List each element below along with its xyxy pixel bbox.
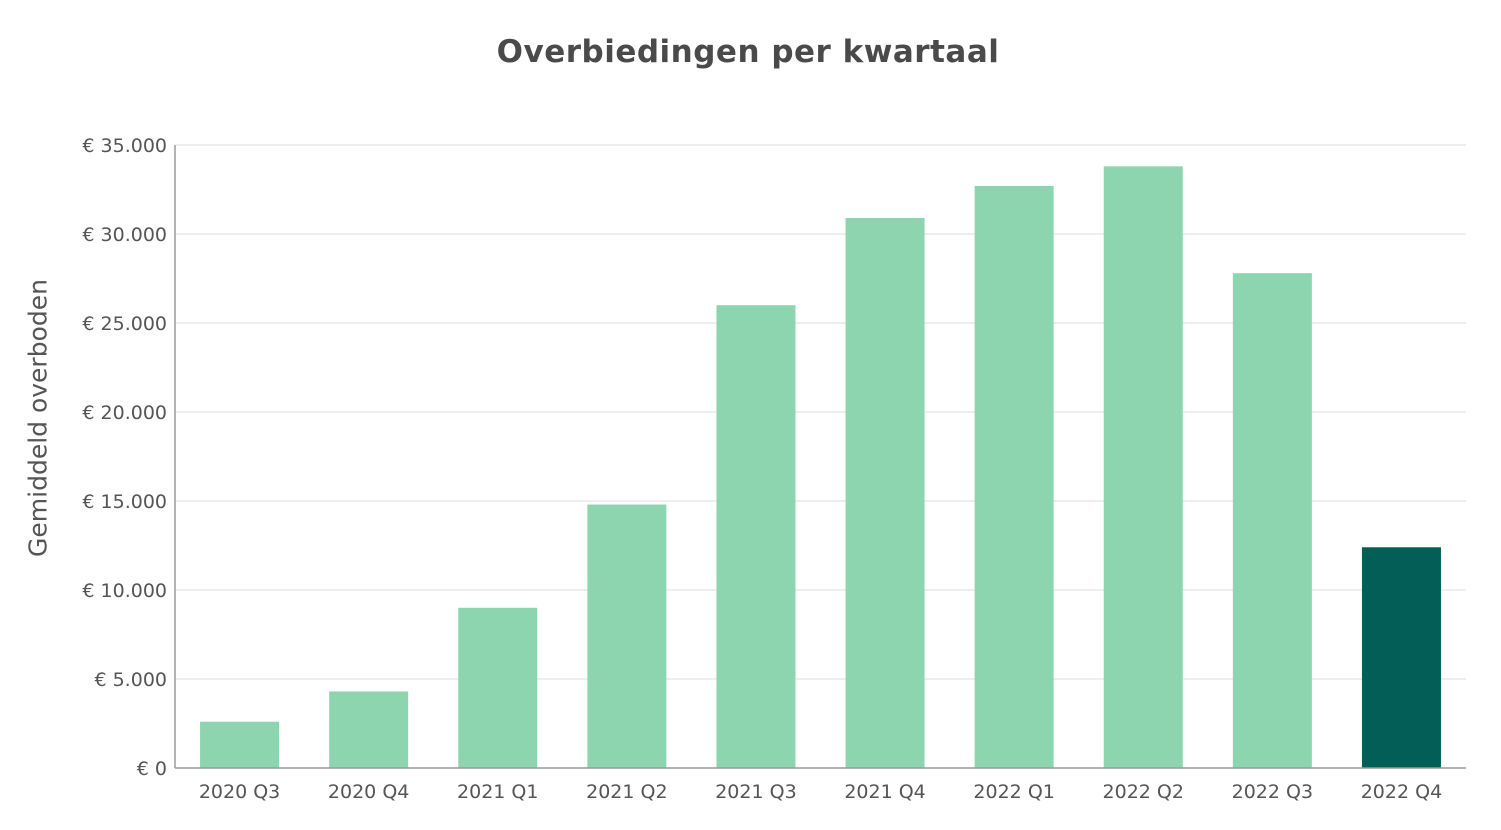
x-tick-label: 2020 Q4 xyxy=(328,781,409,803)
gridlines xyxy=(175,144,1466,680)
y-tick-label: € 25.000 xyxy=(82,313,167,335)
y-tick-label: € 10.000 xyxy=(82,580,167,602)
x-tick-label: 2021 Q3 xyxy=(715,781,796,803)
x-tick-labels: 2020 Q3 2020 Q4 2021 Q1 2021 Q2 2021 Q3 2021 … xyxy=(199,781,1442,803)
bar xyxy=(587,504,667,768)
chart-title: Overbiedingen per kwartaal xyxy=(496,34,1000,70)
bar xyxy=(716,305,796,768)
bars xyxy=(200,166,1441,769)
x-tick-label: 2021 Q1 xyxy=(457,781,538,803)
y-tick-label: € 5.000 xyxy=(94,669,167,691)
y-tick-labels: € 0 € 5.000 € 10.000 € 15.000 € 20.000 € 25.0… xyxy=(82,135,167,780)
bar xyxy=(458,607,538,768)
bar xyxy=(845,217,925,769)
x-tick-label: 2020 Q3 xyxy=(199,781,280,803)
bar xyxy=(1361,547,1441,768)
y-tick-label: € 30.000 xyxy=(82,224,167,246)
y-tick-label: € 0 xyxy=(137,758,167,780)
bar xyxy=(1232,273,1312,768)
x-tick-label: 2022 Q3 xyxy=(1232,781,1313,803)
y-tick-label: € 35.000 xyxy=(82,135,167,157)
x-tick-label: 2021 Q2 xyxy=(586,781,667,803)
x-tick-label: 2022 Q2 xyxy=(1103,781,1184,803)
bar xyxy=(974,185,1054,768)
x-tick-label: 2022 Q4 xyxy=(1361,781,1442,803)
x-tick-label: 2022 Q1 xyxy=(973,781,1054,803)
bar xyxy=(329,691,409,768)
x-tick-label: 2021 Q4 xyxy=(844,781,925,803)
axes xyxy=(174,145,1466,769)
y-tick-label: € 15.000 xyxy=(82,491,167,513)
bar xyxy=(1103,166,1183,769)
bar xyxy=(200,721,280,768)
y-tick-label: € 20.000 xyxy=(82,402,167,424)
